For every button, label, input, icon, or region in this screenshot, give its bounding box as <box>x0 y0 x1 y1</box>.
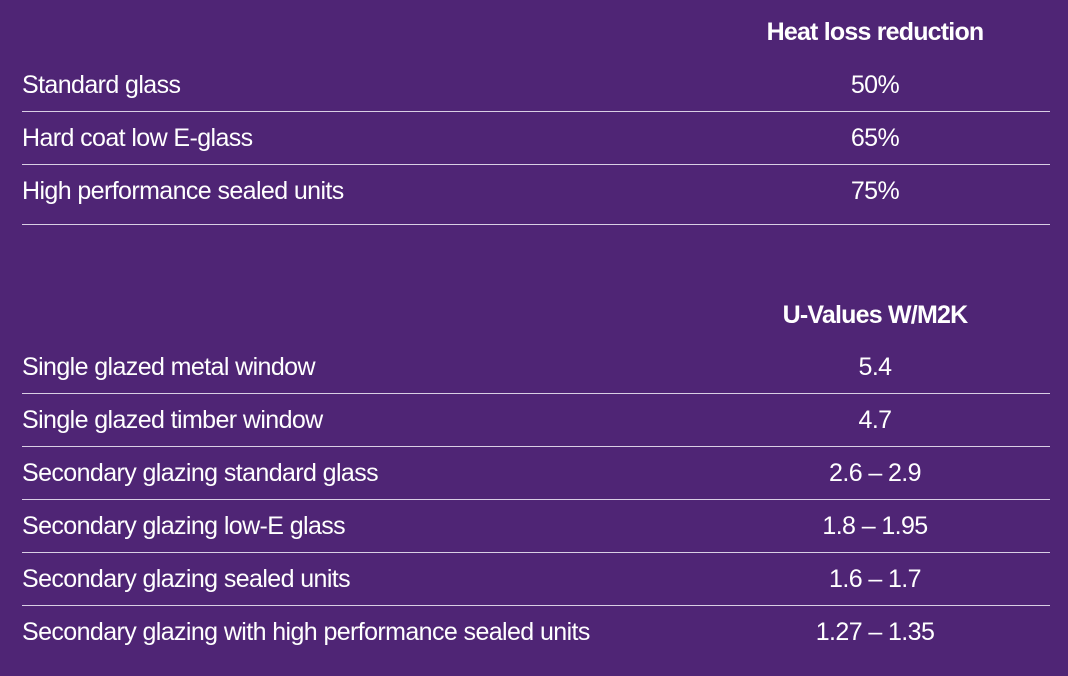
row-label: Single glazed timber window <box>22 406 323 434</box>
row-value: 1.8 – 1.95 <box>822 512 928 540</box>
row-label: Secondary glazing sealed units <box>22 565 351 593</box>
row-divider <box>22 605 1050 606</box>
row-divider <box>22 446 1050 447</box>
row-divider <box>22 499 1050 500</box>
row-divider <box>22 164 1050 165</box>
row-value: 50% <box>850 71 900 99</box>
row-value: 65% <box>850 124 900 152</box>
row-value: 5.4 <box>858 353 893 381</box>
table-divider <box>22 224 1050 225</box>
row-divider <box>22 111 1050 112</box>
row-divider <box>22 393 1050 394</box>
row-label: Standard glass <box>22 71 181 99</box>
row-divider <box>22 552 1050 553</box>
row-value: 1.6 – 1.7 <box>829 565 922 593</box>
row-label: Secondary glazing with high performance … <box>22 618 590 646</box>
row-label: Secondary glazing standard glass <box>22 459 379 487</box>
row-label: High performance sealed units <box>22 177 344 205</box>
row-label: Single glazed metal window <box>22 353 316 381</box>
column-header: U-Values W/M2K <box>782 301 968 329</box>
row-label: Secondary glazing low-E glass <box>22 512 346 540</box>
row-value: 75% <box>850 177 900 205</box>
row-value: 1.27 – 1.35 <box>815 618 935 646</box>
column-header: Heat loss reduction <box>766 18 985 46</box>
row-value: 4.7 <box>858 406 893 434</box>
row-label: Hard coat low E-glass <box>22 124 253 152</box>
row-value: 2.6 – 2.9 <box>829 459 922 487</box>
